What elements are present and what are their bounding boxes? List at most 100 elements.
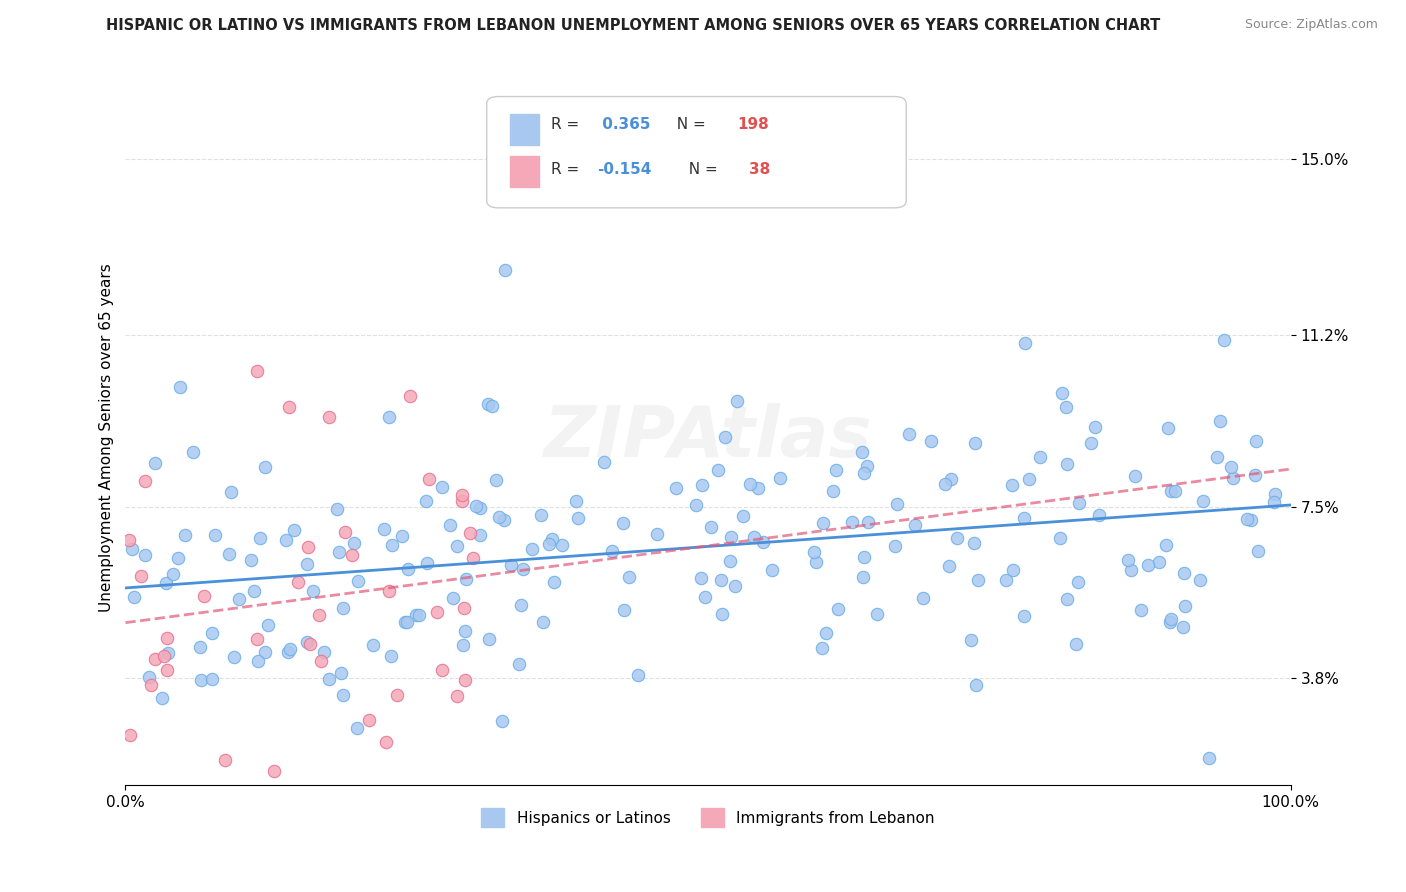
Point xyxy=(398,388,420,402)
Point xyxy=(381,538,404,552)
Point xyxy=(960,633,983,648)
Point xyxy=(617,570,640,584)
Point xyxy=(385,689,408,703)
Point xyxy=(1157,421,1180,435)
Point xyxy=(332,600,354,615)
Point xyxy=(1123,469,1146,483)
Point xyxy=(439,518,461,533)
Point xyxy=(841,515,863,529)
Point xyxy=(700,520,723,534)
Point xyxy=(1244,467,1267,482)
Point xyxy=(278,641,301,656)
Point xyxy=(298,637,321,651)
Point xyxy=(287,575,309,590)
Point xyxy=(373,522,395,536)
Point xyxy=(219,485,242,500)
Point xyxy=(143,456,166,470)
Point xyxy=(297,635,319,649)
Point xyxy=(723,579,745,593)
Point xyxy=(1012,511,1035,525)
Bar xyxy=(510,156,538,187)
Point xyxy=(122,590,145,604)
Point xyxy=(378,410,401,425)
Point xyxy=(1174,599,1197,613)
Point xyxy=(245,632,267,646)
Point xyxy=(1220,460,1243,475)
Point xyxy=(804,555,827,569)
Point xyxy=(711,607,734,621)
Point xyxy=(218,547,240,561)
Point xyxy=(963,536,986,550)
Point xyxy=(1067,496,1090,510)
Text: N =: N = xyxy=(668,117,711,132)
Point xyxy=(274,533,297,547)
Point xyxy=(357,714,380,728)
Point xyxy=(118,728,141,742)
Point xyxy=(453,673,475,688)
Point xyxy=(242,583,264,598)
Point xyxy=(451,488,474,502)
Point xyxy=(391,529,413,543)
Point xyxy=(138,670,160,684)
Legend: Hispanics or Latinos, Immigrants from Lebanon: Hispanics or Latinos, Immigrants from Le… xyxy=(475,802,941,833)
Text: -0.154: -0.154 xyxy=(598,162,652,178)
Point xyxy=(1192,494,1215,508)
Point xyxy=(811,641,834,656)
Point xyxy=(803,545,825,559)
Point xyxy=(689,571,711,585)
Text: R =: R = xyxy=(551,117,583,132)
Point xyxy=(945,531,967,545)
Point xyxy=(494,513,516,527)
Point xyxy=(612,516,634,530)
Text: 0.365: 0.365 xyxy=(598,117,651,132)
Point xyxy=(543,574,565,589)
Point xyxy=(326,502,349,516)
Point xyxy=(477,397,499,411)
Point xyxy=(512,562,534,576)
Point xyxy=(228,591,250,606)
Point xyxy=(249,531,271,545)
Point xyxy=(856,458,879,473)
Point xyxy=(155,576,177,591)
Point xyxy=(297,540,319,554)
Point xyxy=(541,532,564,546)
Point xyxy=(1049,531,1071,545)
Point xyxy=(551,538,574,552)
Point xyxy=(1154,538,1177,552)
Point xyxy=(405,607,427,622)
Point xyxy=(451,638,474,652)
Point xyxy=(965,678,987,692)
Point xyxy=(375,735,398,749)
Point xyxy=(627,668,650,682)
Point xyxy=(1173,566,1195,581)
Point xyxy=(1118,553,1140,567)
Point xyxy=(1136,558,1159,572)
Point xyxy=(283,523,305,537)
Point xyxy=(852,549,875,564)
Point xyxy=(201,672,224,686)
Point xyxy=(134,474,156,488)
Point xyxy=(851,445,873,459)
Point xyxy=(852,570,875,584)
Point xyxy=(718,554,741,568)
Point xyxy=(1012,609,1035,624)
Point xyxy=(530,508,553,523)
Point xyxy=(396,562,419,576)
Point xyxy=(592,455,614,469)
Y-axis label: Unemployment Among Seniors over 65 years: Unemployment Among Seniors over 65 years xyxy=(100,263,114,612)
Point xyxy=(342,548,364,562)
Point xyxy=(278,400,301,414)
Point xyxy=(1263,495,1285,509)
Point xyxy=(446,690,468,704)
Point xyxy=(1206,450,1229,465)
Point xyxy=(1198,751,1220,765)
Point xyxy=(827,601,849,615)
Point xyxy=(911,591,934,605)
Point xyxy=(470,527,492,541)
Point xyxy=(963,435,986,450)
Point xyxy=(169,380,191,394)
Point xyxy=(432,663,454,677)
Point xyxy=(156,631,179,645)
Point xyxy=(141,678,163,692)
Point xyxy=(193,589,215,603)
